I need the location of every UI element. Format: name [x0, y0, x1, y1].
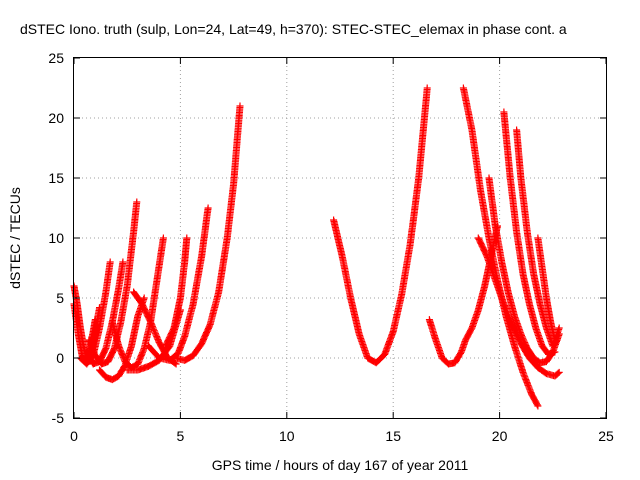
y-tick-label: 10	[48, 230, 64, 246]
y-tick-label: 25	[48, 50, 64, 66]
series-arc-11	[162, 234, 191, 350]
x-axis-label: GPS time / hours of day 167 of year 2011	[212, 457, 469, 473]
data-marker	[172, 102, 244, 364]
data-marker	[474, 234, 563, 380]
series-arc-12	[172, 102, 244, 364]
chart-title: dSTEC Iono. truth (sulp, Lon=24, Lat=49,…	[20, 21, 567, 37]
x-tick-label: 15	[385, 428, 401, 444]
series-arc-6	[96, 294, 148, 384]
y-tick-label: 0	[56, 350, 64, 366]
data-marker	[145, 204, 212, 364]
series-arc-4	[83, 258, 127, 368]
y-tick-label: 5	[56, 290, 64, 306]
series-arc-10	[145, 204, 212, 364]
x-tick-label: 0	[70, 428, 78, 444]
x-tick-label: 20	[492, 428, 508, 444]
data-points	[70, 84, 563, 410]
x-tick-label: 25	[598, 428, 614, 444]
plot-frame	[73, 57, 607, 419]
y-tick-label: 20	[48, 110, 64, 126]
series-arc-16	[474, 234, 563, 380]
data-marker	[500, 108, 559, 358]
y-tick-label: 15	[48, 170, 64, 186]
data-marker	[83, 258, 127, 368]
y-axis-label: dSTEC / TECUs	[7, 187, 23, 289]
series-arc-19	[513, 126, 561, 350]
data-marker	[96, 294, 148, 384]
data-marker	[162, 234, 191, 350]
series-arc-18	[500, 108, 559, 358]
series-arc-13	[330, 84, 431, 367]
data-marker	[534, 234, 563, 344]
series-arc-20	[534, 234, 563, 344]
data-marker	[513, 126, 561, 350]
x-tick-label: 10	[279, 428, 295, 444]
data-marker	[330, 84, 431, 367]
x-tick-label: 5	[177, 428, 185, 444]
axis-ticks: 0 5 10 15 20 25 -5 0 5 10 15 20 25	[48, 50, 614, 444]
y-tick-label: -5	[52, 410, 65, 426]
